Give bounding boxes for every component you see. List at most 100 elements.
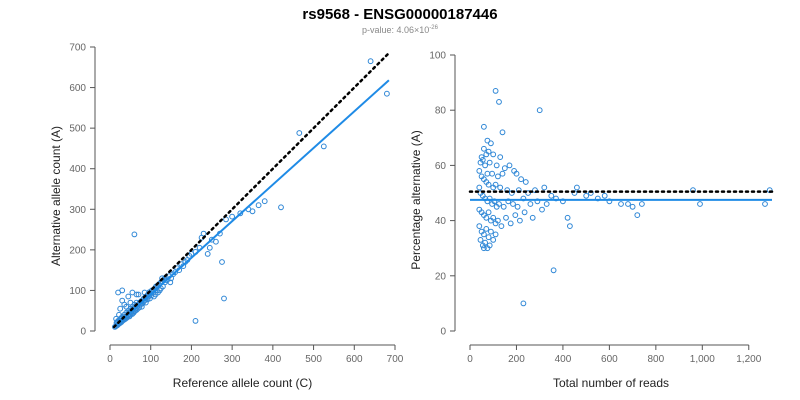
right-x-tick-label: 600 [601,354,618,365]
left-data-point [229,213,236,220]
right-data-point [488,140,494,147]
right-data-point [514,203,521,210]
left-data-point [320,143,327,150]
left-data-point [131,231,138,238]
right-data-point [485,234,492,241]
left-data-point [221,295,227,302]
right-data-point [481,231,487,238]
right-data-point [525,190,531,196]
right-data-point [506,162,513,169]
left-y-tick-label: 300 [69,205,86,216]
left-data-point [115,289,121,296]
scatter-panel-percentage: 0 200 400 600 800 1,000 1,200 0 20 40 60 80 100 Total… [409,51,774,390]
left-x-tick-label: 300 [224,354,241,365]
right-data-point [500,203,507,210]
right-data-point [541,184,548,191]
left-x-tick-label: 700 [387,354,404,365]
right-data-point [483,226,490,232]
left-y-tick-label: 400 [69,164,86,175]
left-data-point [255,202,262,209]
left-x-tick-label: 200 [183,354,200,365]
left-data-point [278,204,284,211]
right-y-tick-label: 80 [435,106,447,117]
right-data-point [483,214,490,221]
left-data-point [192,318,199,324]
right-data-point [762,201,768,207]
right-y-tick-label: 60 [435,161,447,172]
right-x-tick-label: 1,000 [690,354,715,365]
right-data-point [513,170,520,177]
right-data-point [484,170,491,177]
right-data-point [583,192,590,199]
right-y-axis-label: Percentage alternative (A) [409,130,423,269]
left-data-point [125,293,132,300]
right-data-point [479,157,486,163]
right-data-point [482,162,489,169]
right-data-point [521,209,528,216]
right-data-point [574,184,580,191]
right-data-point [476,223,483,230]
right-data-point [486,242,493,249]
right-data-point [492,88,499,94]
left-y-tick-label: 200 [69,245,86,256]
right-data-point [501,165,508,172]
right-data-point [485,148,492,155]
left-y-tick-label: 700 [69,43,86,54]
left-data-point [206,244,213,251]
right-data-point [486,159,493,166]
left-data-point [384,90,390,97]
left-data-point [208,236,215,243]
right-data-point [481,145,487,152]
left-data-point [204,251,211,257]
right-data-point [496,99,502,105]
right-data-point [518,176,524,183]
left-data-point [133,291,140,298]
right-data-point [520,300,527,307]
right-data-point [618,201,624,207]
left-y-tick-label: 500 [69,124,86,135]
right-data-point [477,237,484,243]
left-data-point [367,58,374,65]
right-x-tick-label: 800 [648,354,665,365]
left-y-tick-label: 600 [69,83,86,94]
right-data-point [498,223,505,230]
right-data-point [529,214,536,221]
left-x-tick-label: 500 [305,354,322,365]
scatter-panel-allele-counts: 0 100 200 300 400 500 600 700 0 100 200 300 400 500 60… [49,43,404,391]
right-y-tick-label: 20 [435,271,447,282]
right-x-tick-label: 0 [467,354,473,365]
right-data-point [697,201,703,207]
right-data-point [503,214,509,221]
right-data-point [625,201,631,207]
right-data-point [485,209,492,216]
right-data-point [527,201,534,207]
left-data-point [296,130,303,136]
right-data-point [522,179,529,185]
right-data-point [507,220,514,227]
left-y-tick-label: 0 [80,327,86,338]
right-y-tick-label: 0 [440,327,446,338]
right-data-point [520,195,527,202]
right-data-point [550,267,557,274]
right-data-point [594,195,601,202]
chart-title: rs9568 - ENSG00000187446 [302,6,497,23]
right-data-point [495,217,501,224]
left-data-point [261,198,268,205]
p-value-exponent: -26 [429,25,438,31]
right-data-point [496,201,502,207]
right-data-point [497,184,504,191]
right-data-point [489,170,496,177]
right-y-tick-label: 100 [429,51,446,62]
right-data-point [497,154,504,161]
right-data-point [485,181,492,188]
left-x-tick-label: 100 [142,354,159,365]
right-data-point [517,217,523,224]
left-y-tick-label: 100 [69,286,86,297]
left-x-tick-label: 0 [107,354,113,365]
right-data-point [488,228,494,235]
right-x-tick-label: 1,200 [736,354,761,365]
right-data-point [629,203,636,210]
left-x-tick-label: 600 [346,354,363,365]
left-data-point [237,210,244,217]
